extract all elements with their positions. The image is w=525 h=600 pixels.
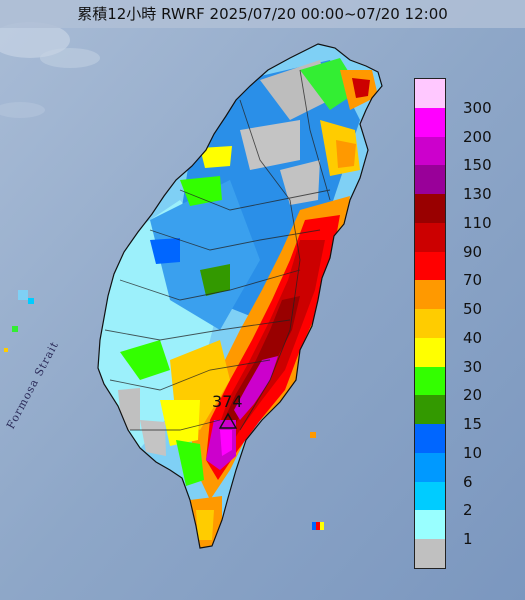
legend-label: 6 <box>463 472 473 491</box>
legend-swatch <box>415 424 445 454</box>
map-title: 累積12小時 RWRF 2025/07/20 00:00~07/20 12:00 <box>0 0 525 28</box>
legend-label: 300 <box>463 98 492 117</box>
legend-label: 1 <box>463 530 473 549</box>
legend-swatch <box>415 165 445 195</box>
legend-label: 15 <box>463 415 483 434</box>
legend-swatch <box>415 280 445 310</box>
legend-label: 50 <box>463 300 483 319</box>
legend-swatch <box>415 309 445 339</box>
color-legend <box>414 78 446 569</box>
legend-swatch <box>415 539 445 569</box>
legend-label: 150 <box>463 156 492 175</box>
max-station-value: 374 <box>212 392 243 411</box>
legend-label: 10 <box>463 443 483 462</box>
legend-label: 70 <box>463 271 483 290</box>
legend-swatch <box>415 481 445 511</box>
legend-label: 2 <box>463 501 473 520</box>
legend-swatch <box>415 107 445 137</box>
max-station-marker <box>218 412 238 429</box>
legend-swatch <box>415 337 445 368</box>
legend-label: 130 <box>463 185 492 204</box>
legend-swatch <box>415 452 445 483</box>
legend-swatch <box>415 510 445 540</box>
legend-swatch <box>415 395 445 425</box>
legend-swatch <box>415 222 445 253</box>
legend-swatch <box>415 366 445 396</box>
taiwan-island <box>98 44 382 548</box>
legend-label: 30 <box>463 357 483 376</box>
legend-swatch <box>415 79 445 109</box>
legend-label: 110 <box>463 213 492 232</box>
legend-label: 40 <box>463 328 483 347</box>
legend-swatch <box>415 136 445 166</box>
legend-label: 90 <box>463 242 483 261</box>
legend-swatch <box>415 251 445 281</box>
legend-label: 200 <box>463 127 492 146</box>
legend-label: 20 <box>463 386 483 405</box>
legend-swatch <box>415 194 445 224</box>
